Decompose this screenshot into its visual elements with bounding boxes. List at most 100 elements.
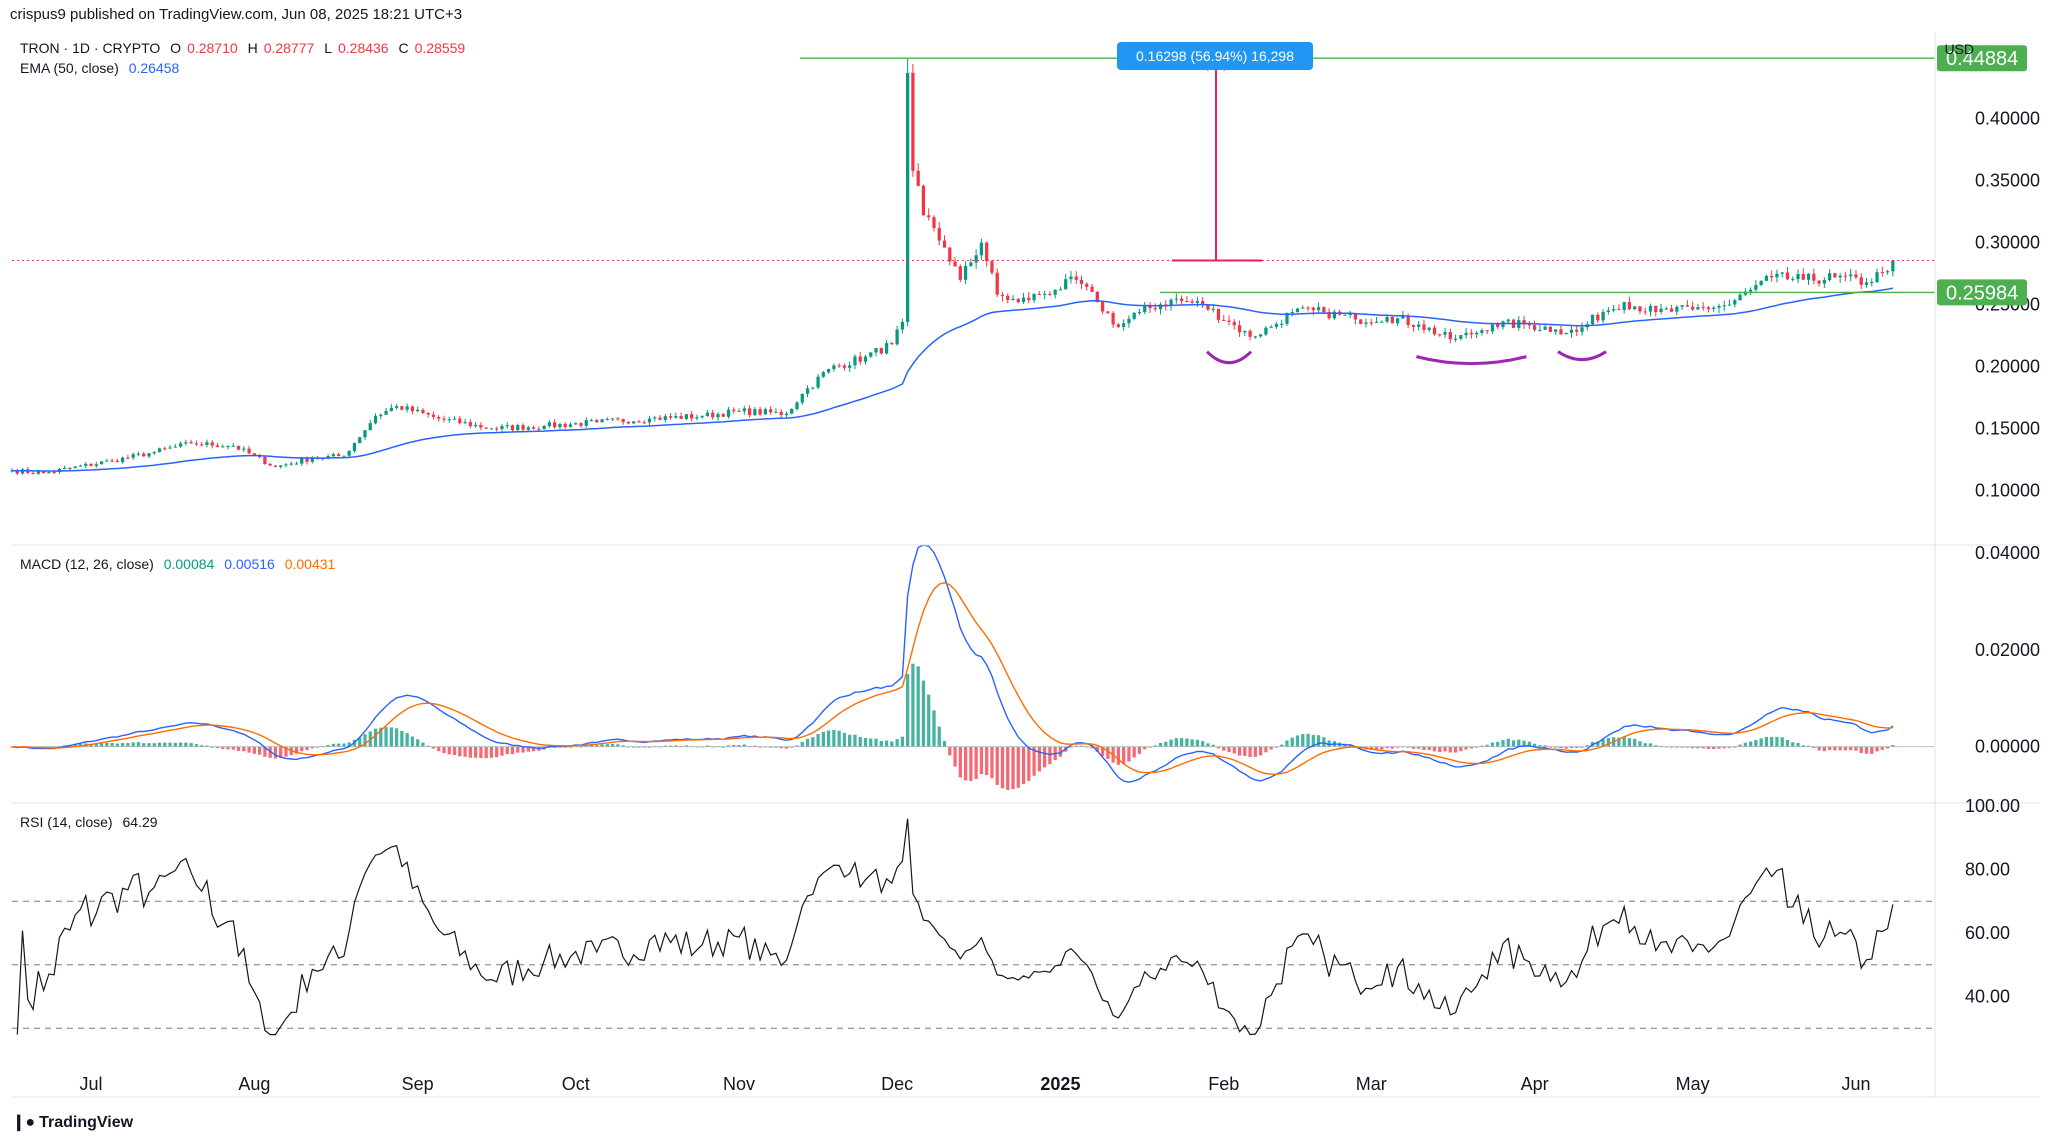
macd-histogram-bar bbox=[379, 727, 383, 747]
left-shoulder-curve bbox=[1205, 350, 1253, 365]
macd-histogram-bar bbox=[1712, 746, 1716, 750]
candle-body bbox=[558, 424, 562, 428]
macd-histogram-bar bbox=[421, 742, 425, 747]
macd-histogram-bar bbox=[173, 742, 177, 747]
candle-body bbox=[105, 460, 109, 462]
candle-body bbox=[1137, 312, 1142, 314]
macd-histogram-bar bbox=[932, 710, 936, 747]
candle-body bbox=[579, 423, 583, 426]
rsi-value: 64.29 bbox=[122, 814, 158, 830]
macd-histogram-bar bbox=[1627, 738, 1632, 747]
candle-body bbox=[1696, 307, 1700, 310]
currency-label[interactable]: USD bbox=[1944, 41, 1974, 57]
candle-body bbox=[268, 463, 272, 466]
macd-histogram-bar bbox=[1849, 746, 1853, 751]
candle-body bbox=[1754, 285, 1758, 290]
close-label: C bbox=[398, 40, 409, 56]
macd-histogram-bar bbox=[1037, 746, 1041, 772]
price-tick-label: 0.20000 bbox=[1975, 357, 2040, 377]
rsi-pane[interactable] bbox=[12, 818, 1935, 1036]
price-pane[interactable]: 0.16298 (56.94%) 16,298 bbox=[10, 42, 1935, 476]
candle-body bbox=[1422, 324, 1426, 330]
macd-histogram-bar bbox=[726, 745, 731, 747]
macd-histogram-bar bbox=[1058, 746, 1063, 757]
macd-histogram-bar bbox=[1122, 746, 1126, 765]
tradingview-logo-icon: ❙● bbox=[12, 1114, 36, 1131]
price-legend[interactable]: TRON · 1D · CRYPTO O 0.28710 H 0.28777 L 0.… bbox=[20, 40, 471, 56]
ema-legend[interactable]: EMA (50, close) 0.26458 bbox=[20, 60, 185, 76]
candle-body bbox=[184, 442, 188, 444]
macd-pane[interactable] bbox=[10, 544, 1935, 790]
candle-body bbox=[658, 417, 662, 420]
macd-histogram-bar bbox=[194, 744, 199, 747]
macd-histogram-bar bbox=[1580, 746, 1584, 748]
candle-body bbox=[473, 424, 478, 427]
macd-histogram-bar bbox=[215, 746, 220, 749]
candle-body bbox=[1006, 295, 1010, 301]
macd-histogram-bar bbox=[1770, 737, 1774, 747]
macd-histogram-bar bbox=[1480, 745, 1484, 747]
candle-body bbox=[795, 402, 799, 410]
candle-body bbox=[1691, 306, 1695, 310]
macd-histogram-bar bbox=[769, 746, 773, 748]
candle-body bbox=[737, 410, 741, 412]
macd-histogram-bar bbox=[911, 663, 915, 747]
macd-histogram-bar bbox=[110, 742, 114, 747]
candle-body bbox=[31, 472, 35, 474]
macd-histogram-bar bbox=[1606, 738, 1610, 747]
rsi-tick-label: 40.00 bbox=[1965, 987, 2010, 1007]
macd-histogram-bar bbox=[990, 746, 994, 779]
macd-histogram-bar bbox=[1422, 746, 1426, 751]
macd-histogram-bar bbox=[315, 746, 320, 748]
candle-body bbox=[1764, 275, 1769, 281]
macd-histogram-bar bbox=[268, 746, 272, 758]
macd-histogram-bar bbox=[668, 745, 673, 747]
macd-histogram-bar bbox=[995, 746, 999, 785]
macd-histogram-bar bbox=[1733, 746, 1737, 748]
published-by-line: crispus9 published on TradingView.com, J… bbox=[10, 6, 463, 23]
macd-histogram-bar bbox=[1374, 746, 1379, 750]
macd-histogram-bar bbox=[47, 746, 51, 748]
macd-histogram-bar bbox=[479, 746, 483, 759]
macd-histogram-bar bbox=[126, 743, 130, 747]
candle-body bbox=[1411, 325, 1416, 327]
high-value: 0.28777 bbox=[263, 40, 315, 56]
macd-histogram-bar bbox=[1785, 739, 1790, 747]
macd-histogram-bar bbox=[389, 727, 393, 747]
candle-body bbox=[1095, 291, 1099, 303]
macd-legend[interactable]: MACD (12, 26, close) 0.00084 0.00516 0.0… bbox=[20, 556, 341, 572]
candle-body bbox=[147, 453, 151, 457]
symbol-label: TRON · 1D · CRYPTO bbox=[20, 40, 161, 56]
candle-body bbox=[842, 365, 847, 368]
macd-histogram-bar bbox=[178, 742, 183, 747]
candle-body bbox=[1796, 274, 1800, 280]
candle-body bbox=[47, 471, 51, 474]
candle-body bbox=[484, 427, 488, 429]
candle-body bbox=[642, 422, 646, 424]
macd-histogram-bar bbox=[373, 728, 378, 747]
time-tick-label: Nov bbox=[723, 1074, 755, 1094]
candle-body bbox=[1443, 332, 1447, 335]
macd-histogram-bar bbox=[1532, 743, 1537, 747]
candle-body bbox=[1527, 324, 1531, 326]
candle-body bbox=[948, 247, 952, 262]
candle-body bbox=[1759, 280, 1763, 286]
candle-body bbox=[1596, 314, 1600, 321]
macd-histogram-bar bbox=[1216, 746, 1221, 749]
rsi-legend[interactable]: RSI (14, close) 64.29 bbox=[20, 814, 164, 830]
macd-histogram-bar bbox=[163, 742, 167, 747]
candle-body bbox=[1801, 274, 1805, 280]
candle-body bbox=[1359, 319, 1363, 324]
tradingview-footer[interactable]: ❙● TradingView bbox=[12, 1112, 133, 1132]
candle-body bbox=[78, 465, 83, 467]
macd-histogram-bar bbox=[721, 746, 725, 748]
macd-histogram-bar bbox=[531, 746, 536, 752]
candle-body bbox=[1727, 304, 1732, 306]
low-label: L bbox=[324, 40, 332, 56]
macd-histogram-bar bbox=[737, 745, 741, 747]
candle-body bbox=[1174, 298, 1178, 300]
macd-histogram-bar bbox=[1522, 740, 1526, 747]
macd-histogram-bar bbox=[1021, 746, 1026, 785]
rsi-tick-label: 80.00 bbox=[1965, 860, 2010, 880]
